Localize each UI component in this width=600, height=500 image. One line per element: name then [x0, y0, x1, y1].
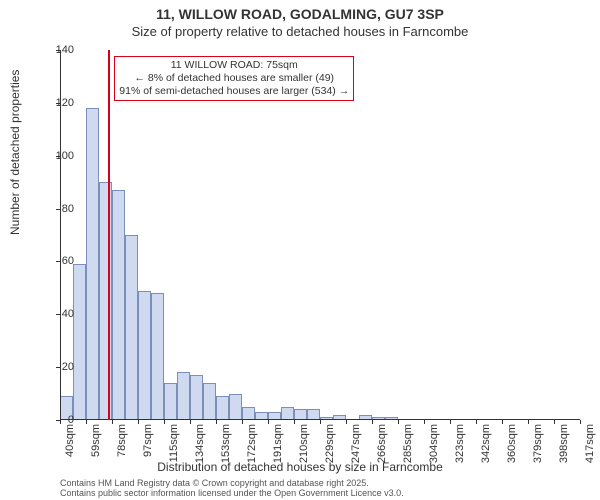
x-tick-label: 115sqm [168, 386, 180, 424]
x-tick-label: 78sqm [116, 391, 128, 424]
y-tick-mark [56, 209, 60, 210]
y-axis-label: Number of detached properties [8, 70, 22, 235]
annotation-box: 11 WILLOW ROAD: 75sqm← 8% of detached ho… [114, 56, 354, 101]
x-tick-mark [372, 420, 373, 424]
x-tick-mark [580, 420, 581, 424]
x-tick-label: 379sqm [532, 385, 544, 424]
x-tick-label: 210sqm [298, 385, 310, 424]
x-tick-mark [424, 420, 425, 424]
x-tick-mark [112, 420, 113, 424]
annotation-line-2: ← 8% of detached houses are smaller (49) [119, 72, 349, 85]
x-tick-label: 304sqm [428, 385, 440, 424]
x-tick-label: 134sqm [194, 385, 206, 424]
y-tick-label: 20 [62, 361, 74, 373]
histogram-bar [112, 190, 125, 420]
attribution-line-2: Contains public sector information licen… [60, 488, 404, 498]
x-tick-mark [60, 420, 61, 424]
x-tick-mark [268, 420, 269, 424]
plot-area: 11 WILLOW ROAD: 75sqm← 8% of detached ho… [60, 50, 580, 420]
x-tick-mark [320, 420, 321, 424]
x-tick-mark [216, 420, 217, 424]
x-tick-label: 398sqm [558, 385, 570, 424]
x-tick-label: 247sqm [350, 385, 362, 424]
x-tick-label: 40sqm [64, 391, 76, 424]
x-tick-mark [138, 420, 139, 424]
x-tick-label: 172sqm [246, 385, 258, 424]
x-tick-label: 266sqm [376, 385, 388, 424]
attribution: Contains HM Land Registry data © Crown c… [60, 478, 404, 499]
y-tick-mark [56, 314, 60, 315]
x-tick-mark [294, 420, 295, 424]
x-tick-label: 323sqm [454, 385, 466, 424]
chart-title-block: 11, WILLOW ROAD, GODALMING, GU7 3SP Size… [0, 0, 600, 40]
y-tick-label: 60 [62, 255, 74, 267]
x-tick-label: 342sqm [480, 385, 492, 424]
x-tick-label: 360sqm [506, 385, 518, 424]
x-tick-label: 153sqm [220, 385, 232, 424]
x-tick-mark [450, 420, 451, 424]
x-tick-label: 417sqm [584, 385, 596, 424]
x-tick-mark [190, 420, 191, 424]
annotation-line-3: 91% of semi-detached houses are larger (… [119, 85, 349, 98]
x-tick-label: 191sqm [272, 385, 284, 424]
x-tick-mark [502, 420, 503, 424]
histogram-bar [86, 108, 99, 420]
y-tick-mark [56, 50, 60, 51]
y-tick-mark [56, 156, 60, 157]
x-tick-mark [554, 420, 555, 424]
x-tick-mark [86, 420, 87, 424]
x-tick-label: 59sqm [90, 391, 102, 424]
y-tick-label: 80 [62, 203, 74, 215]
x-tick-mark [164, 420, 165, 424]
chart-title-sub: Size of property relative to detached ho… [0, 24, 600, 40]
x-tick-label: 97sqm [142, 391, 154, 424]
y-tick-mark [56, 261, 60, 262]
x-tick-label: 229sqm [324, 385, 336, 424]
x-tick-mark [528, 420, 529, 424]
x-tick-label: 285sqm [402, 385, 414, 424]
x-tick-mark [398, 420, 399, 424]
marker-line [108, 50, 110, 420]
chart-title-main: 11, WILLOW ROAD, GODALMING, GU7 3SP [0, 6, 600, 24]
y-tick-label: 40 [62, 308, 74, 320]
y-tick-mark [56, 103, 60, 104]
attribution-line-1: Contains HM Land Registry data © Crown c… [60, 478, 404, 488]
y-tick-mark [56, 367, 60, 368]
x-tick-mark [346, 420, 347, 424]
annotation-line-1: 11 WILLOW ROAD: 75sqm [119, 59, 349, 72]
x-tick-mark [476, 420, 477, 424]
x-tick-mark [242, 420, 243, 424]
